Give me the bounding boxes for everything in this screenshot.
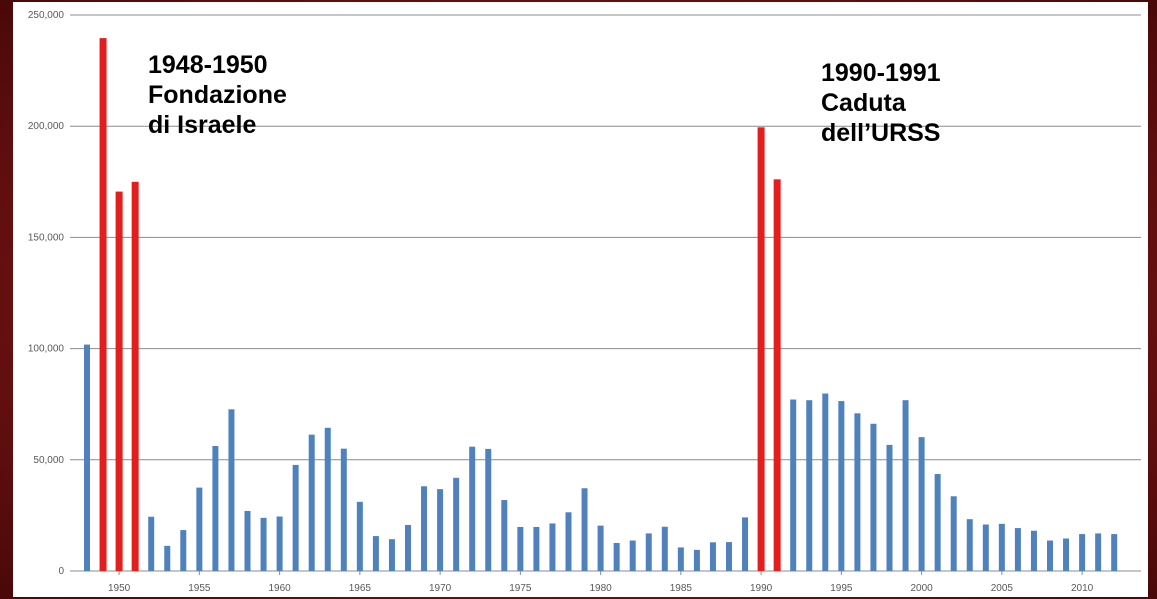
bar-1967: [388, 539, 395, 571]
bar-1970: [437, 489, 444, 571]
y-tick-label: 100,000: [28, 344, 65, 355]
y-tick-label: 200,000: [28, 121, 65, 132]
x-tick-label: 2000: [910, 583, 933, 594]
bar-1966: [372, 536, 379, 571]
bar-highlight-1991: [773, 179, 781, 571]
annotation-israel: 1948-1950 Fondazione di Israele: [148, 51, 287, 139]
x-tick-label: 1995: [830, 583, 853, 594]
chart-plot-area: 0 50,000 100,000 150,000 200,000 250,000 1950 1…: [13, 2, 1148, 597]
bar-1978: [565, 512, 572, 571]
x-tick-label: 2010: [1071, 583, 1094, 594]
bar-2012: [1111, 534, 1118, 571]
bar-1988: [726, 542, 732, 571]
bar-1976: [533, 526, 540, 571]
bar-2005: [998, 523, 1005, 571]
bar-2002: [950, 496, 957, 571]
bar-1985: [677, 547, 684, 571]
bar-2010: [1079, 534, 1086, 571]
bar-1984: [661, 526, 668, 571]
bar-1993: [806, 400, 813, 571]
bar-1994: [822, 393, 829, 571]
x-tick-label: 2005: [991, 583, 1014, 594]
bar-1973: [485, 448, 492, 571]
bar-1957: [228, 409, 235, 571]
bar-2000: [918, 437, 925, 571]
bar-1956: [212, 446, 219, 571]
bar-2008: [1047, 540, 1053, 571]
bar-1954: [180, 530, 187, 571]
bar-2007: [1030, 530, 1037, 571]
bar-1960: [276, 516, 283, 571]
bar-1953: [164, 545, 171, 571]
bar-chart: 0 50,000 100,000 150,000 200,000 250,000 1950 1…: [28, 10, 1141, 594]
bar-1983: [645, 533, 652, 571]
y-tick-label: 50,000: [33, 455, 64, 466]
x-tick-label: 1960: [268, 583, 291, 594]
bar-2011: [1095, 533, 1102, 571]
bar-highlight-1950: [115, 191, 123, 571]
bar-1999: [902, 400, 909, 571]
bar-1996: [854, 413, 861, 571]
bar-highlight-1949: [99, 38, 107, 572]
bar-2001: [934, 474, 941, 571]
bar-1968: [405, 524, 411, 571]
bar-1975: [517, 526, 524, 571]
bar-2004: [982, 524, 989, 571]
bar-2009: [1063, 538, 1070, 571]
bar-1992: [790, 399, 797, 571]
x-tick-label: 1975: [509, 583, 532, 594]
annotation-urss: 1990-1991 Caduta dell’URSS: [821, 59, 941, 147]
bar-1998: [886, 444, 893, 571]
bar-1963: [324, 427, 331, 571]
bar-1977: [549, 523, 556, 571]
bar-1952: [148, 516, 155, 571]
bar-1961: [292, 464, 299, 571]
x-tick-label: 1965: [349, 583, 372, 594]
bar-1997: [870, 423, 877, 571]
bar-1948: [84, 344, 90, 571]
bar-1964: [340, 448, 347, 571]
bar-1962: [308, 434, 315, 571]
bar-1981: [613, 542, 620, 571]
bar-1979: [581, 488, 588, 571]
x-tick-label: 1955: [188, 583, 211, 594]
bar-1972: [469, 446, 476, 571]
bar-1980: [597, 525, 604, 571]
bar-highlight-1990: [757, 127, 765, 571]
bar-1959: [260, 517, 267, 571]
bar-1965: [356, 501, 363, 571]
y-tick-label: 250,000: [28, 10, 65, 21]
bar-highlight-1951: [131, 181, 139, 572]
bar-1958: [244, 510, 251, 571]
bar-1986: [693, 549, 700, 571]
bar-2006: [1014, 528, 1021, 571]
bar-2003: [966, 519, 973, 571]
bar-1995: [838, 401, 845, 571]
x-tick-label: 1985: [670, 583, 693, 594]
x-tick-label: 1980: [589, 583, 612, 594]
bar-1987: [709, 542, 716, 571]
y-tick-label: 150,000: [28, 232, 65, 243]
bar-1969: [421, 486, 428, 571]
bar-1974: [501, 500, 508, 571]
bar-1955: [196, 487, 203, 571]
bar-1971: [453, 477, 460, 571]
x-tick-label: 1950: [108, 583, 131, 594]
y-tick-label: 0: [58, 566, 64, 577]
bar-1989: [742, 517, 749, 571]
x-tick-label: 1970: [429, 583, 452, 594]
bar-1982: [629, 540, 636, 571]
x-tick-label: 1990: [750, 583, 773, 594]
